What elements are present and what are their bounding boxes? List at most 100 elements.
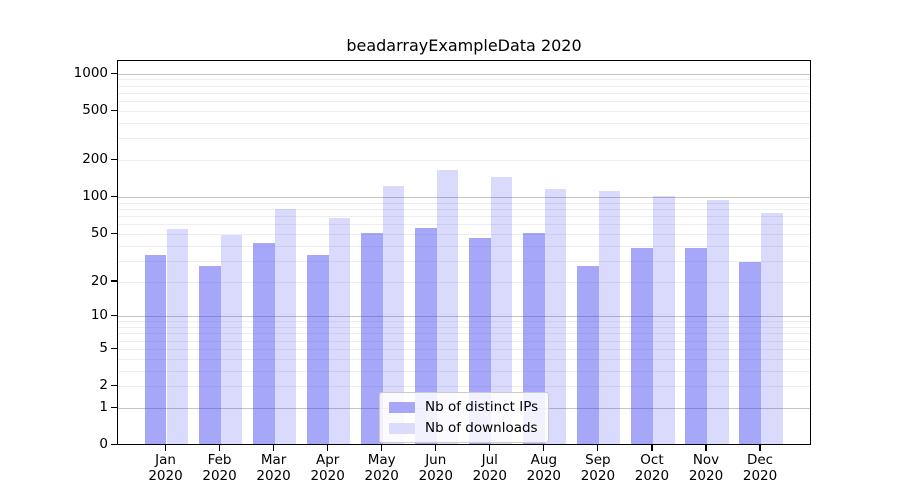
- x-tick-month: Mar: [260, 452, 287, 468]
- legend-label-downloads: Nb of downloads: [425, 420, 538, 436]
- x-tick-year: 2020: [418, 468, 453, 484]
- chart-title: beadarrayExampleData 2020: [346, 36, 582, 55]
- bar-distinct-ips-apr: [307, 255, 329, 444]
- bar-downloads-apr: [328, 218, 351, 444]
- x-tick-label-oct: Oct 2020: [620, 452, 684, 484]
- x-tick-year: 2020: [688, 468, 724, 484]
- x-tick-month: Feb: [207, 452, 232, 468]
- y-tick-label: 100: [82, 188, 108, 205]
- x-tick-year: 2020: [256, 468, 291, 484]
- x-tick-year: 2020: [634, 468, 670, 484]
- bar-downloads-oct: [652, 196, 675, 444]
- x-tick-month: Jul: [481, 452, 498, 468]
- legend-label-distinct-ips: Nb of distinct IPs: [425, 399, 539, 415]
- y-tick: [111, 196, 117, 198]
- y-tick-label: 0: [99, 436, 108, 453]
- x-tick-label-jun: Jun 2020: [404, 452, 468, 484]
- x-tick: [164, 445, 167, 451]
- x-tick: [273, 445, 275, 451]
- bar-distinct-ips-mar: [253, 242, 275, 444]
- x-tick-label-may: May 2020: [350, 452, 414, 484]
- x-tick-year: 2020: [310, 468, 345, 484]
- gridline-minor: [118, 202, 810, 204]
- bar-distinct-ips-oct: [631, 247, 653, 444]
- legend: Nb of distinct IPs Nb of downloads: [379, 392, 549, 443]
- bar-distinct-ips-jan: [144, 255, 167, 444]
- x-tick-year: 2020: [742, 468, 778, 484]
- y-tick: [111, 406, 117, 409]
- y-tick-label: 50: [90, 224, 108, 241]
- y-tick-label: 10: [90, 307, 108, 324]
- x-tick-year: 2020: [472, 468, 507, 484]
- x-tick-month: Dec: [746, 452, 774, 468]
- bar-distinct-ips-nov: [685, 247, 707, 444]
- bar-distinct-ips-sep: [577, 265, 599, 444]
- x-tick-year: 2020: [364, 468, 399, 484]
- x-tick-label-nov: Nov 2020: [674, 452, 738, 484]
- x-tick-label-mar: Mar 2020: [242, 452, 306, 484]
- bar-downloads-feb: [220, 234, 243, 444]
- legend-item-downloads: Nb of downloads: [389, 420, 539, 436]
- x-tick: [597, 445, 599, 451]
- gridline-major: [118, 197, 810, 199]
- y-tick: [111, 109, 117, 112]
- legend-swatch-distinct-ips-icon: [389, 401, 415, 413]
- x-tick-label-feb: Feb 2020: [188, 452, 252, 484]
- bar-downloads-nov: [707, 200, 729, 444]
- gridline-minor: [118, 85, 810, 87]
- x-tick-month: Nov: [692, 452, 720, 468]
- x-tick: [327, 445, 329, 451]
- y-tick-label: 2: [99, 377, 108, 394]
- x-tick-year: 2020: [580, 468, 616, 484]
- plot-area: [117, 60, 811, 445]
- bar-downloads-mar: [274, 209, 297, 444]
- y-tick-label: 1000: [73, 64, 108, 81]
- y-tick: [111, 385, 117, 387]
- x-tick: [759, 445, 761, 451]
- bar-distinct-ips-dec: [739, 262, 762, 444]
- y-tick-label: 5: [99, 339, 108, 356]
- gridline-minor: [118, 245, 810, 247]
- x-tick-year: 2020: [526, 468, 562, 484]
- bar-downloads-jun: [436, 170, 459, 444]
- y-tick: [111, 347, 117, 349]
- x-tick-label-jul: Jul 2020: [458, 452, 522, 484]
- x-tick-year: 2020: [202, 468, 237, 484]
- gridline-minor: [118, 358, 810, 360]
- gridline-major: [118, 316, 810, 318]
- y-tick: [111, 232, 117, 234]
- x-tick-year: 2020: [148, 468, 183, 484]
- gridline-minor: [118, 333, 810, 335]
- gridline-minor: [118, 79, 810, 81]
- gridline-major: [118, 73, 810, 75]
- bar-distinct-ips-jun: [415, 227, 437, 444]
- x-tick-month: Sep: [585, 452, 611, 468]
- x-tick-month: Jun: [425, 452, 447, 468]
- gridline-minor: [118, 122, 810, 124]
- gridline-minor: [118, 321, 810, 323]
- gridline-minor: [118, 224, 810, 226]
- gridline-minor: [118, 101, 810, 103]
- y-tick: [111, 280, 117, 282]
- x-tick: [489, 445, 491, 451]
- x-tick-label-apr: Apr 2020: [296, 452, 360, 484]
- bar-downloads-dec: [761, 212, 783, 444]
- x-tick-month: Jan: [155, 452, 176, 468]
- bar-downloads-aug: [544, 189, 567, 444]
- gridline-minor: [118, 386, 810, 388]
- x-tick: [705, 445, 707, 451]
- gridline-minor: [118, 111, 810, 112]
- bar-downloads-jul: [490, 177, 513, 444]
- x-tick-label-sep: Sep 2020: [566, 452, 630, 484]
- gridline-minor: [118, 92, 810, 94]
- x-tick: [218, 445, 221, 451]
- gridline-minor: [118, 370, 810, 372]
- x-tick: [381, 445, 383, 451]
- y-tick-label: 1: [99, 398, 108, 415]
- y-tick: [111, 159, 117, 161]
- x-tick: [651, 445, 653, 451]
- gridline-minor: [118, 138, 810, 140]
- x-tick-label-jan: Jan 2020: [134, 452, 198, 484]
- gridline-minor: [118, 208, 810, 210]
